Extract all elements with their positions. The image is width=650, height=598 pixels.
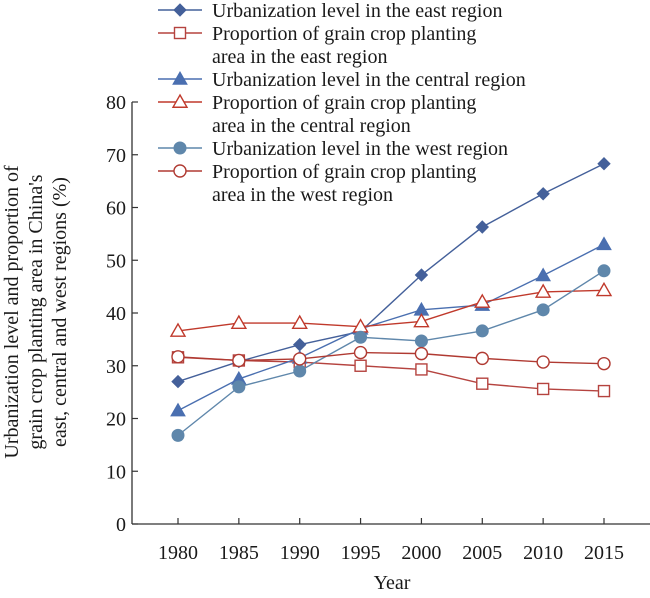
y-tick-label: 70 [106,145,126,167]
data-point [476,377,489,390]
y-axis-title: Urbanization level and proportion of gra… [1,165,71,459]
series-layer [169,157,613,442]
data-point [353,345,368,360]
y-axis-title-line-2: grain crop planting area in China's [25,174,47,449]
series-line [177,163,605,383]
legend-label: Urbanization level in the central region [212,69,526,91]
legend-marker [172,70,188,85]
legend-item: Urbanization level in the east region [158,0,502,22]
data-point [534,283,552,298]
data-point [475,324,489,338]
data-point [475,220,489,234]
legend-marker [171,93,189,108]
data-point [535,267,552,282]
data-point [474,293,491,308]
legend-label: Proportion of grain crop planting [212,23,476,45]
data-point [414,334,428,348]
legend-label: area in the east region [212,46,387,68]
x-tick-label: 1985 [219,542,259,564]
x-tick-label: 1995 [341,542,381,564]
data-point [536,303,550,317]
legend-item: Urbanization level in the west region [158,138,508,160]
data-point [291,314,308,329]
x-tick-label: 2015 [584,542,624,564]
data-point [171,374,185,389]
data-point [171,428,185,442]
y-tick-label: 50 [106,250,126,272]
y-tick-label: 80 [106,92,126,114]
x-tick-label: 1990 [280,542,320,564]
legend-label: Urbanization level in the west region [212,138,508,160]
series-line [177,351,605,365]
data-point [597,157,611,171]
y-tick-label: 10 [106,461,126,483]
legend-label: area in the west region [212,184,393,206]
legend: Urbanization level in the east regionPro… [158,0,526,206]
x-tick-label: 2005 [462,542,502,564]
data-point [413,313,430,328]
legend-marker [173,26,187,40]
series-line [177,270,605,436]
legend-label: Urbanization level in the east region [212,0,502,22]
data-point [171,350,185,364]
data-point [232,353,246,368]
data-point [415,363,428,376]
series-line [177,289,605,332]
y-tick-label: 60 [106,198,126,220]
data-point [354,359,367,372]
y-tick-label: 30 [106,356,126,378]
data-point [597,264,611,278]
y-tick-label: 40 [106,303,126,325]
legend-marker [173,141,187,155]
x-tick-label: 1980 [158,542,198,564]
x-tick-label: 2000 [401,542,441,564]
y-axis-title-line-1: Urbanization level and proportion of [1,165,23,459]
data-point [232,380,246,394]
legend-label: Proportion of grain crop planting [212,161,476,183]
legend-label: area in the central region [212,115,411,137]
series-4 [169,281,613,337]
data-point [597,384,611,398]
data-point [293,352,307,366]
y-tick-label: 0 [116,514,126,536]
data-point [169,322,187,337]
data-point [293,364,307,378]
legend-label: Proportion of grain crop planting [212,92,476,114]
y-tick-label: 20 [106,409,126,431]
x-axis-title: Year [374,572,411,593]
data-point [354,330,368,344]
data-point [170,402,186,417]
y-axis-title-line-3: east, central and west regions (%) [49,177,71,447]
data-point [293,337,307,352]
data-point [597,356,611,371]
data-point [536,187,550,201]
series-6 [171,345,611,371]
x-tick-label: 2010 [523,542,563,564]
axes: 0 10 20 30 40 50 60 70 80 1980 1985 1990 1995 2000 200… [106,92,650,564]
data-point [414,346,429,361]
data-point [475,351,489,366]
legend-marker [173,164,187,178]
legend-item: Urbanization level in the central region [158,69,526,91]
data-point [230,314,248,329]
data-point [536,355,550,369]
series-line [177,243,605,412]
data-point [595,281,613,297]
data-point [596,236,612,251]
legend-marker [173,3,187,17]
data-point [414,268,429,282]
data-point [536,382,550,396]
